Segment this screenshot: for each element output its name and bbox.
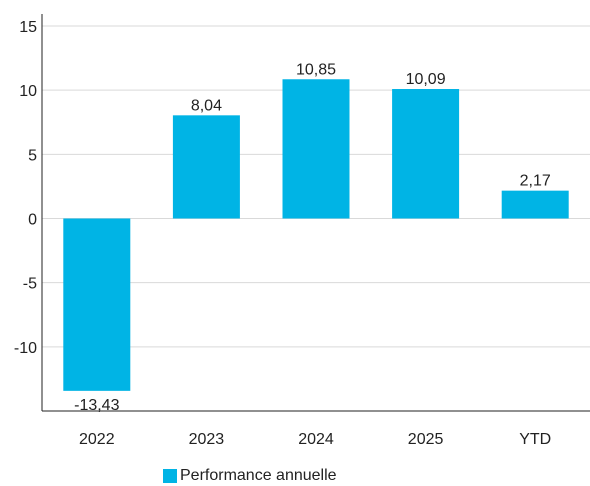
y-tick-label: 10 [19,83,37,100]
data-label: 10,85 [296,61,336,78]
x-tick-label: 2022 [79,431,115,448]
data-label: 2,17 [520,173,551,190]
x-tick-label: 2025 [408,431,444,448]
data-label: 10,09 [406,71,446,88]
legend-swatch [163,469,177,483]
x-tick-label: 2024 [298,431,334,448]
x-tick-label: YTD [519,431,551,448]
y-tick-label: 15 [19,19,37,36]
data-label: 8,04 [191,97,222,114]
x-tick-label: 2023 [189,431,225,448]
bar [501,190,569,219]
data-label: -13,43 [74,397,119,414]
y-tick-label: 5 [28,147,37,164]
bar [172,115,240,219]
axes: 15 10 5 0 -5 -10 2022 2023 2024 2025 YTD [14,14,590,448]
bar [282,79,350,219]
y-tick-label: 0 [28,212,37,229]
y-tick-label: -5 [23,276,37,293]
y-tick-label: -10 [14,340,37,357]
bars [63,79,569,391]
legend-label: Performance annuelle [180,467,337,484]
data-labels: -13,43 8,04 10,85 10,09 2,17 [74,61,551,414]
bar [63,218,131,391]
legend: Performance annuelle [163,466,337,486]
bar [392,89,460,219]
